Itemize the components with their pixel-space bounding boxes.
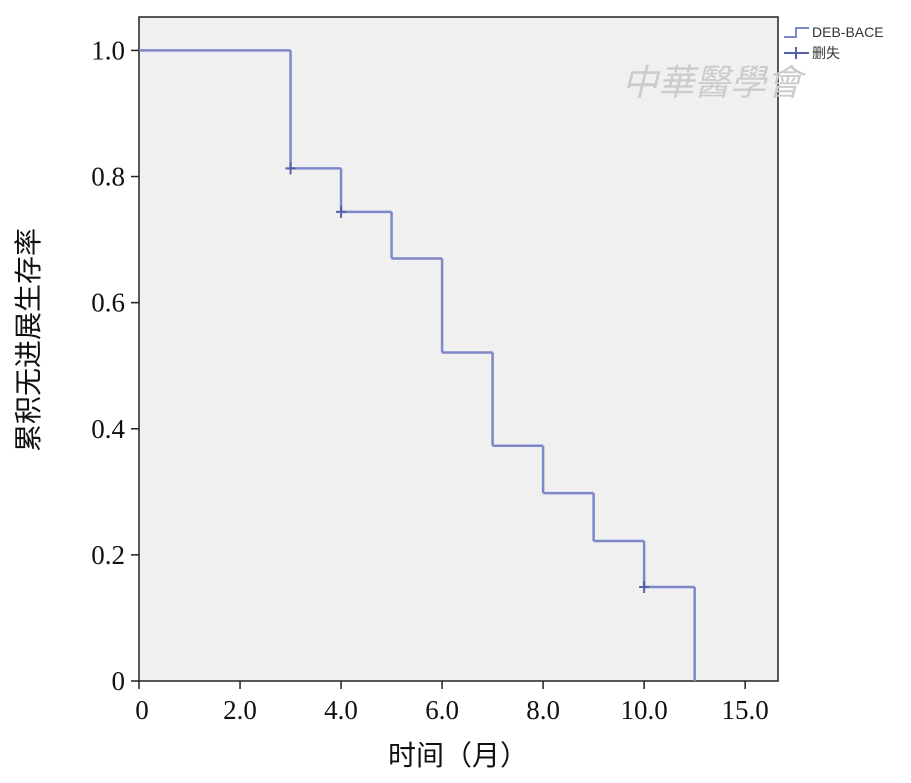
legend-label: 删失 (812, 45, 840, 61)
x-tick-label: 10.0 (621, 695, 668, 725)
x-tick-label: 4.0 (324, 695, 358, 725)
legend-swatch (784, 27, 809, 38)
censor-mark (285, 162, 296, 175)
y-tick-label: 0.6 (91, 288, 125, 318)
plot-area (138, 16, 779, 682)
legend-swatch (784, 47, 809, 59)
y-tick-label: 0 (112, 666, 126, 696)
x-axis-label: 时间（月） (388, 739, 528, 772)
x-tick-label: 0 (135, 695, 149, 725)
censor-mark (336, 205, 347, 218)
y-tick-label: 0.4 (91, 414, 125, 444)
x-tick-label: 6.0 (425, 695, 459, 725)
censor-mark (639, 581, 650, 594)
watermark: 中華醫學會 (622, 63, 807, 104)
x-tick-label: 15.0 (722, 695, 769, 725)
y-axis-label: 累积无进展生存率 (12, 228, 45, 452)
x-tick-label: 8.0 (526, 695, 560, 725)
y-tick-label: 0.8 (91, 162, 125, 192)
legend-label: DEB-BACE (812, 24, 884, 40)
y-tick-label: 1.0 (91, 35, 125, 65)
y-tick-label: 0.2 (91, 540, 125, 570)
x-tick-label: 2.0 (223, 695, 257, 725)
